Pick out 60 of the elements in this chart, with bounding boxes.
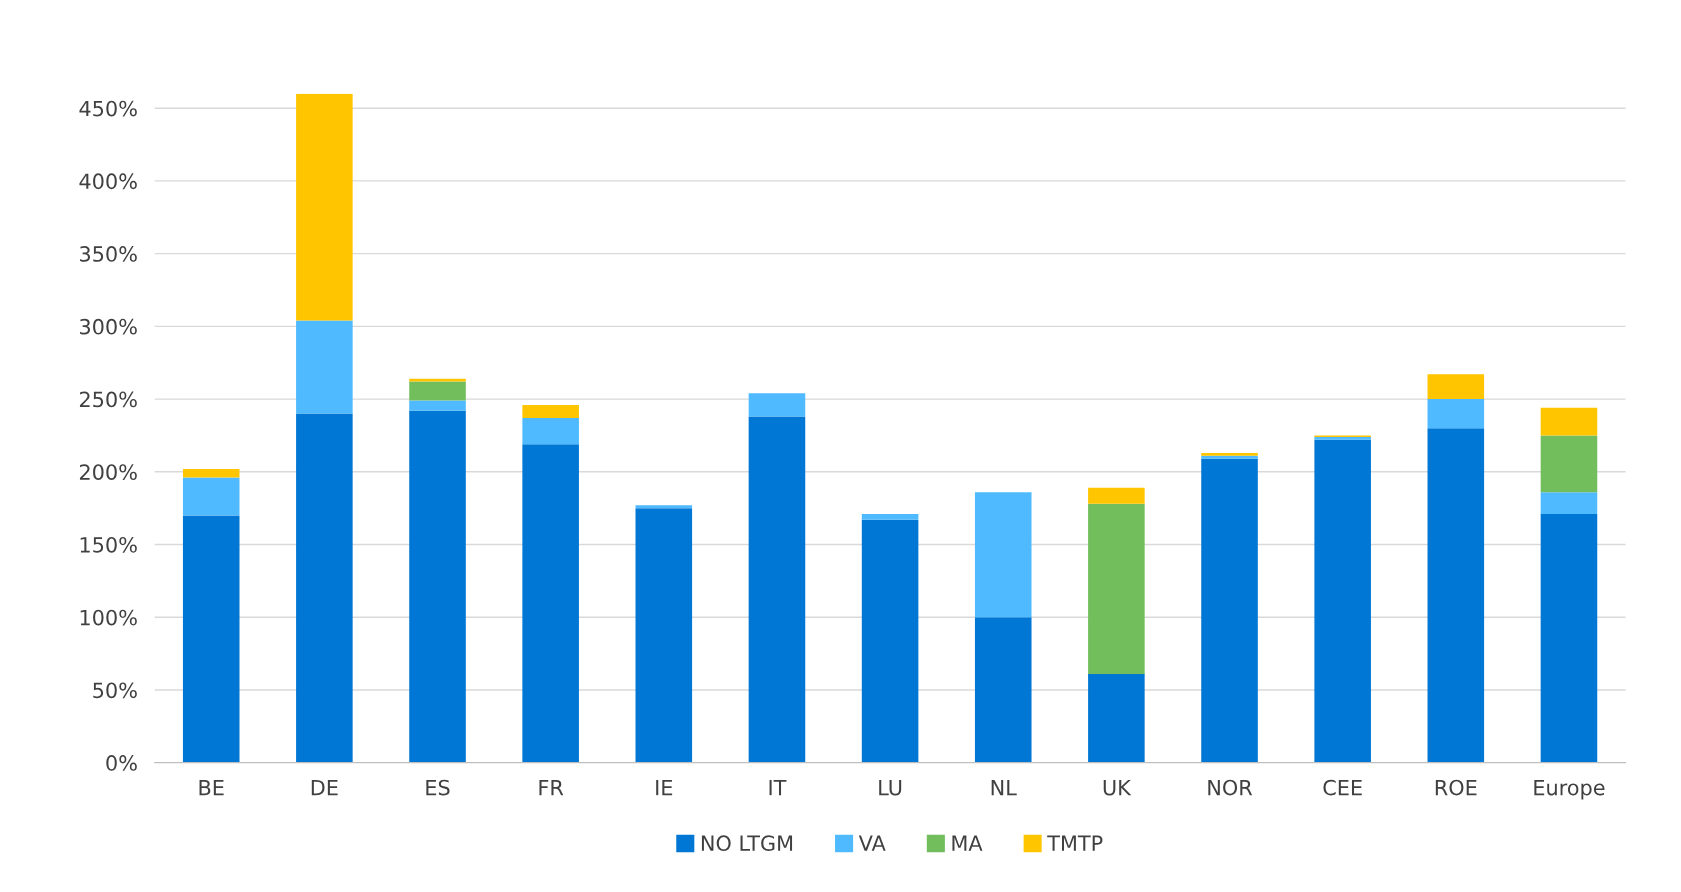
y-tick-label: 0% xyxy=(106,755,137,771)
bar xyxy=(1427,428,1485,763)
y-tick-label: 50% xyxy=(93,682,137,699)
bar xyxy=(409,410,466,763)
bar xyxy=(1201,458,1258,763)
bar xyxy=(1088,673,1145,763)
bar xyxy=(1088,503,1145,674)
bar xyxy=(635,505,693,509)
bar xyxy=(296,93,353,321)
bar xyxy=(522,417,579,445)
y-tick-label: 350% xyxy=(80,246,137,262)
bar xyxy=(1540,513,1598,763)
bar xyxy=(861,519,919,763)
bar xyxy=(635,508,693,763)
legend-label: TMTP xyxy=(1047,835,1103,851)
bar xyxy=(974,492,1032,618)
bar xyxy=(296,320,353,414)
y-tick-label: 300% xyxy=(80,318,137,335)
x-tick-label: ROE xyxy=(1435,779,1477,796)
bar xyxy=(182,468,240,478)
y-tick-label: 450% xyxy=(79,100,137,117)
bar xyxy=(182,515,240,763)
x-tick-label: FR xyxy=(539,779,564,796)
x-tick-label: ES xyxy=(426,779,450,796)
x-tick-label: Europe xyxy=(1534,779,1605,800)
legend-label: MA xyxy=(952,835,983,851)
x-tick-label: BE xyxy=(199,779,224,796)
x-tick-label: UK xyxy=(1103,779,1132,796)
bar xyxy=(1540,407,1598,436)
y-tick-label: 250% xyxy=(79,391,137,408)
bar xyxy=(409,400,466,411)
bar xyxy=(1088,487,1145,504)
bar xyxy=(748,393,806,417)
bar xyxy=(409,378,466,382)
bar xyxy=(861,513,919,520)
bar xyxy=(409,381,466,401)
legend-label: NO LTGM xyxy=(701,835,793,852)
y-tick-label: 400% xyxy=(79,173,137,190)
y-tick-label: 200% xyxy=(79,464,137,480)
x-tick-label: LU xyxy=(879,779,902,796)
x-tick-label: CEE xyxy=(1323,779,1362,796)
bar xyxy=(1427,399,1485,429)
x-tick-label: IE xyxy=(656,779,673,796)
x-tick-label: NL xyxy=(991,779,1017,796)
bar xyxy=(1540,435,1598,493)
legend-label: VA xyxy=(858,835,886,851)
x-tick-label: IT xyxy=(769,779,787,796)
y-tick-label: 150% xyxy=(80,536,137,553)
y-tick-label: 100% xyxy=(80,609,137,626)
bar xyxy=(522,444,579,763)
bar xyxy=(974,617,1032,763)
bar xyxy=(1427,374,1485,400)
bar xyxy=(522,404,579,418)
bar xyxy=(296,413,353,763)
x-tick-label: NOR xyxy=(1208,779,1253,796)
bar xyxy=(182,477,240,516)
bar xyxy=(1314,439,1371,763)
bar xyxy=(1540,492,1598,514)
bar xyxy=(748,416,806,763)
x-tick-label: DE xyxy=(311,779,338,796)
